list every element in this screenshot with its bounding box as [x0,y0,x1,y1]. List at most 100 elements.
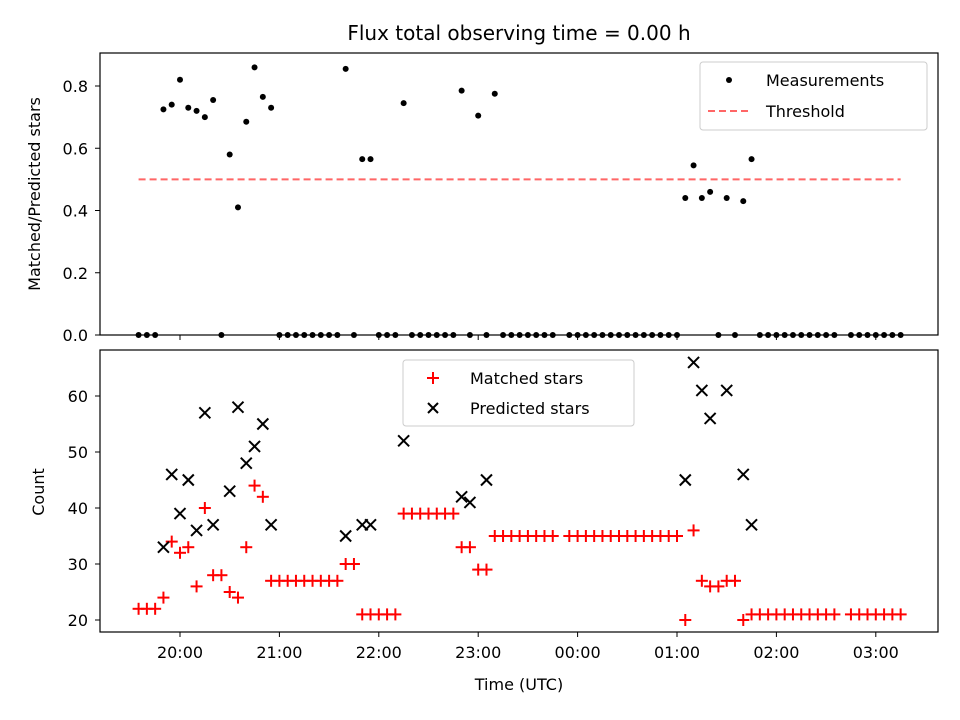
bottom-y-axis: 20 30 40 50 60 [68,387,100,630]
legend-matched-label: Matched stars [470,369,583,388]
predicted-star-marker [165,468,178,481]
measurement-point [201,114,208,121]
bottom-x-tick-label: 01:00 [654,643,700,662]
top-y-tick-label: 0.6 [63,139,88,158]
bottom-y-tick-label: 30 [68,555,88,574]
measurement-point [740,198,747,205]
bottom-x-tick-label: 20:00 [157,643,203,662]
legend-threshold-label: Threshold [765,102,845,121]
predicted-star-marker [206,518,220,532]
matched-star-marker [671,530,683,542]
matched-star-marker [149,602,162,615]
predicted-star-marker [480,473,493,487]
predicted-star-marker [256,417,270,431]
matched-star-marker [215,569,228,582]
measurement-point [458,87,465,94]
matched-star-marker [894,608,907,621]
bottom-x-tick-label: 21:00 [256,643,302,662]
top-y-tick-label: 0.4 [63,202,88,221]
bottom-y-tick-label: 40 [68,499,88,518]
matched-star-marker [174,546,186,559]
predicted-star-marker [182,473,195,487]
measurement-point [177,76,183,83]
measurement-point [193,107,200,114]
matched-star-marker [347,558,360,570]
top-y-tick-label: 0.0 [63,326,88,345]
matched-star-marker [256,490,269,503]
matched-star-marker [447,507,460,520]
matched-star-marker [190,580,203,593]
predicted-star-marker [264,518,278,532]
measurement-point [234,204,241,211]
predicted-star-marker [364,518,377,532]
predicted-star-marker [679,473,692,487]
bottom-x-tick-label: 03:00 [853,643,899,662]
predicted-star-marker [687,356,700,369]
predicted-star-marker [190,524,203,537]
matched-star-marker [687,524,700,537]
top-y-tick-label: 0.8 [63,77,88,96]
matched-star-marker [737,614,750,626]
matched-star-marker [223,586,236,598]
matched-star-marker [198,502,211,514]
measurement-point [723,195,730,202]
legend-measurements-label: Measurements [766,71,884,90]
top-legend: Measurements Threshold [699,61,928,131]
bottom-legend-box [402,359,635,427]
measurement-point [707,188,714,195]
measurement-point [748,156,755,163]
top-plot-frame [99,52,939,336]
bottom-y-tick-label: 20 [68,611,88,630]
predicted-star-marker [720,384,733,397]
top-y-axis-label: Matched/Predicted stars [25,97,44,291]
predicted-star-marker [339,529,352,543]
bottom-x-tick-label: 02:00 [753,643,799,662]
bottom-x-axis: 20:00 21:00 22:00 23:00 00:00 01:00 02:00 03:00 [157,632,899,662]
matched-star-marker [679,614,692,626]
predicted-star-marker [198,406,212,420]
matched-star-marker [546,530,559,542]
measurement-point [367,156,374,163]
ratio-panel: Flux total observing time = 0.00 h 0.0 0.… [25,21,939,345]
bottom-x-tick-label: 23:00 [455,643,501,662]
predicted-star-marker [157,540,170,554]
measurement-point [259,93,266,100]
predicted-star-marker [240,456,253,470]
matched-star-marker [480,563,493,576]
matched-star-marker [231,591,244,604]
measurement-point [160,106,167,113]
measurement-point [690,162,697,169]
bottom-y-axis-label: Count [29,468,48,516]
matched-stars-series [132,479,907,626]
measurement-point [210,97,217,104]
matched-star-marker [165,535,178,548]
legend-measurements-marker [726,77,732,83]
predicted-star-marker [703,412,717,425]
predicted-star-marker [737,468,750,481]
measurement-point [491,90,498,97]
predicted-star-marker [695,384,709,397]
predicted-star-marker [455,490,468,504]
matched-star-marker [828,608,841,621]
matched-star-marker [463,541,476,554]
measurement-point [698,195,705,202]
bottom-plot-frame [99,349,939,633]
matched-star-marker [248,479,261,492]
bottom-legend: Matched stars Predicted stars [402,359,635,427]
legend-predicted-label: Predicted stars [470,399,590,418]
bottom-x-tick-label: 22:00 [356,643,402,662]
top-x-axis [179,335,877,340]
x-axis-label: Time (UTC) [474,675,563,694]
predicted-star-marker [248,440,261,453]
predicted-star-marker [223,484,236,498]
top-legend-box [699,61,928,131]
legend-predicted-marker [427,402,439,414]
matched-star-marker [712,580,725,593]
measurement-point [682,195,689,202]
matched-star-marker [240,541,253,554]
predicted-star-marker [745,518,758,532]
measurement-point [251,64,258,71]
chart-title: Flux total observing time = 0.00 h [347,21,690,45]
measurement-point [268,104,275,111]
